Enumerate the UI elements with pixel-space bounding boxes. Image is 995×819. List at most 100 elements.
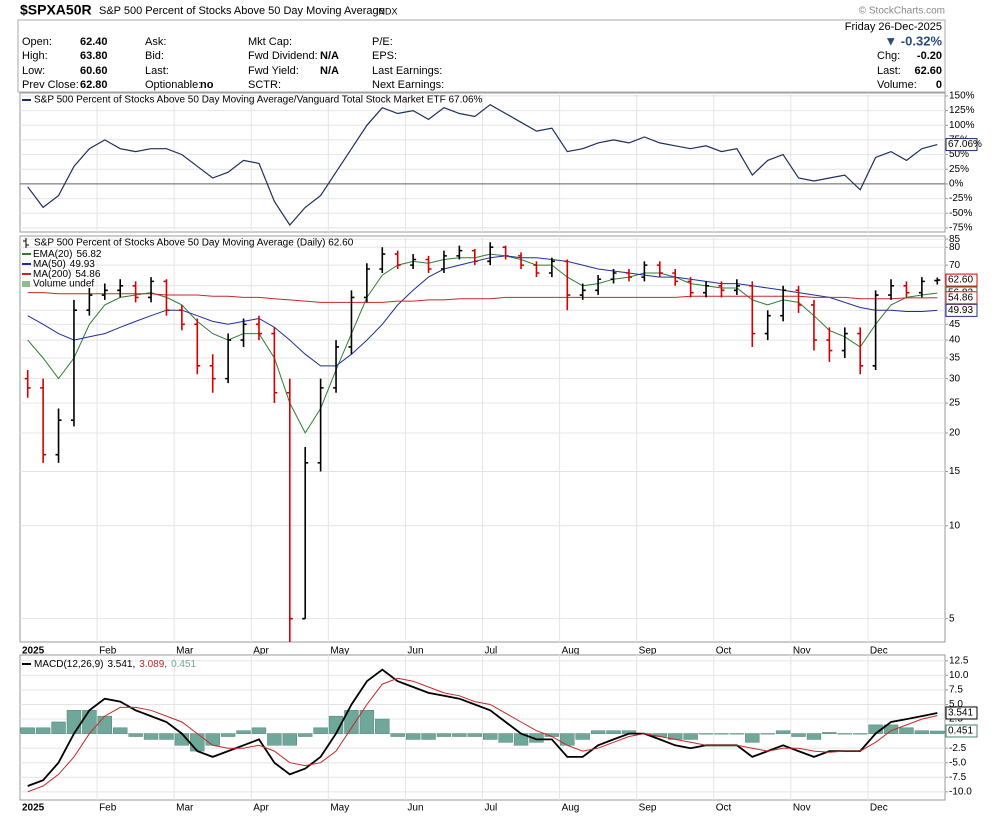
- quote-label: SCTR:: [248, 79, 281, 91]
- histogram-bar: [930, 730, 945, 734]
- ohlc-bar: [903, 281, 910, 298]
- value-tag-box: [945, 706, 978, 720]
- histogram-bar: [421, 733, 436, 740]
- ohlc-bar: [687, 277, 694, 298]
- quote-value: -0.20: [917, 50, 942, 62]
- ohlc-bar: [610, 269, 617, 284]
- ohlc-bar: [363, 263, 370, 303]
- ohlc-bar: [749, 281, 756, 347]
- value-tag: 49.93: [948, 305, 973, 316]
- quote-label: Last Earnings:: [372, 65, 442, 77]
- x-tick-label: Jul: [485, 646, 498, 657]
- quote-value: 60.60: [80, 65, 108, 77]
- ohlc-bar: [302, 447, 309, 620]
- histogram-bar: [220, 733, 236, 737]
- ohlc-bar: [333, 340, 340, 393]
- legend-value: 49.93: [70, 259, 95, 270]
- ohlc-bar: [40, 378, 47, 463]
- histogram-bar: [298, 733, 313, 737]
- ohlc-bar: [225, 333, 232, 384]
- histogram-bar: [82, 710, 97, 734]
- y-tick-label: -10.0: [949, 786, 972, 797]
- histogram-bar: [837, 733, 852, 735]
- x-tick-label: 2025: [22, 803, 45, 814]
- histogram-bar: [775, 730, 791, 734]
- exchange: INDX: [376, 6, 398, 16]
- copyright: © StockCharts.com: [859, 6, 945, 17]
- ohlc-bar: [194, 318, 201, 375]
- ohlc-bar: [86, 288, 93, 316]
- y-tick-label: 12.5: [949, 655, 969, 666]
- ohlc-bar: [394, 250, 401, 270]
- legend-entry: EMA(20) 56.82: [33, 249, 102, 260]
- legend-value: 54.86: [75, 269, 100, 280]
- histogram-bar: [914, 730, 930, 734]
- ohlc-bar: [672, 269, 679, 286]
- histogram-bar: [66, 710, 82, 734]
- moving-average-line: [27, 292, 938, 303]
- panel-title: MACD(12,26,9) 3.541, 3.089, 0.451: [34, 659, 197, 670]
- histogram-bar: [760, 733, 775, 735]
- ohlc-bar: [826, 327, 833, 362]
- ohlc-bar: [918, 277, 925, 298]
- quote-value: 63.80: [80, 50, 108, 62]
- x-tick-label: Jun: [407, 803, 423, 814]
- y-tick-label: 5.0: [949, 699, 963, 710]
- quote-value: 62.60: [914, 65, 942, 77]
- x-tick-label: Sep: [639, 803, 657, 814]
- x-tick-label: Apr: [253, 646, 269, 657]
- quote-value: N/A: [320, 65, 339, 77]
- y-tick-label: 25: [949, 398, 961, 409]
- quote-label: Open:: [22, 36, 52, 48]
- quote-label: EPS:: [372, 50, 397, 62]
- value-tag: 67.06%: [948, 139, 982, 150]
- ohlc-bar: [70, 299, 77, 427]
- ohlc-bar: [24, 369, 31, 398]
- quote-label: Fwd Yield:: [248, 65, 299, 77]
- x-tick-label: Jul: [485, 803, 498, 814]
- ohlc-bar: [595, 275, 602, 296]
- histogram-bar: [405, 733, 421, 740]
- legend-name: MA(50): [33, 259, 66, 270]
- value-tag-box: [945, 303, 978, 317]
- histogram-bar: [344, 710, 359, 734]
- ohlc-bar: [379, 247, 386, 274]
- ohlc-bar: [579, 283, 586, 300]
- quote-value: 62.80: [80, 79, 108, 91]
- ohlc-bar: [117, 279, 124, 298]
- quote-label: Prev Close:: [22, 79, 79, 91]
- histogram-bar: [683, 733, 698, 740]
- ohlc-bar: [810, 299, 817, 351]
- histogram-bar: [822, 732, 837, 734]
- histogram-bar: [590, 730, 606, 734]
- ohlc-bar: [625, 269, 632, 282]
- x-tick-label: 2025: [22, 646, 45, 657]
- histogram-bar: [205, 733, 220, 746]
- legend-value: 56.82: [76, 249, 101, 260]
- panel-title: S&P 500 Percent of Stocks Above 50 Day M…: [34, 238, 354, 249]
- ohlc-bar: [733, 279, 740, 296]
- value-tag-box: [945, 291, 978, 305]
- title-text: MACD(12,26,9): [34, 659, 103, 670]
- legend-name: MA(200): [33, 269, 71, 280]
- histogram-bar: [698, 733, 714, 735]
- y-tick-label: -5.0: [949, 757, 967, 768]
- histogram-bar: [560, 733, 575, 746]
- ohlc-bar: [132, 281, 139, 303]
- histogram-bar: [143, 733, 159, 740]
- value-tag: 0.451: [948, 726, 973, 737]
- change-percent: ▼ -0.32%: [884, 33, 942, 48]
- quote-box: [17, 19, 946, 93]
- x-tick-label: Apr: [253, 803, 269, 814]
- ohlc-bar: [718, 281, 725, 298]
- ohlc-bar: [656, 261, 663, 278]
- ratio-line: [27, 103, 938, 226]
- y-tick-label: 70: [949, 260, 961, 271]
- y-tick-label: 45: [949, 319, 961, 330]
- security-name: S&P 500 Percent of Stocks Above 50 Day M…: [99, 5, 385, 17]
- y-tick-label: -7.5: [949, 772, 967, 783]
- x-tick-label: May: [330, 803, 349, 814]
- histogram-bar: [529, 733, 544, 743]
